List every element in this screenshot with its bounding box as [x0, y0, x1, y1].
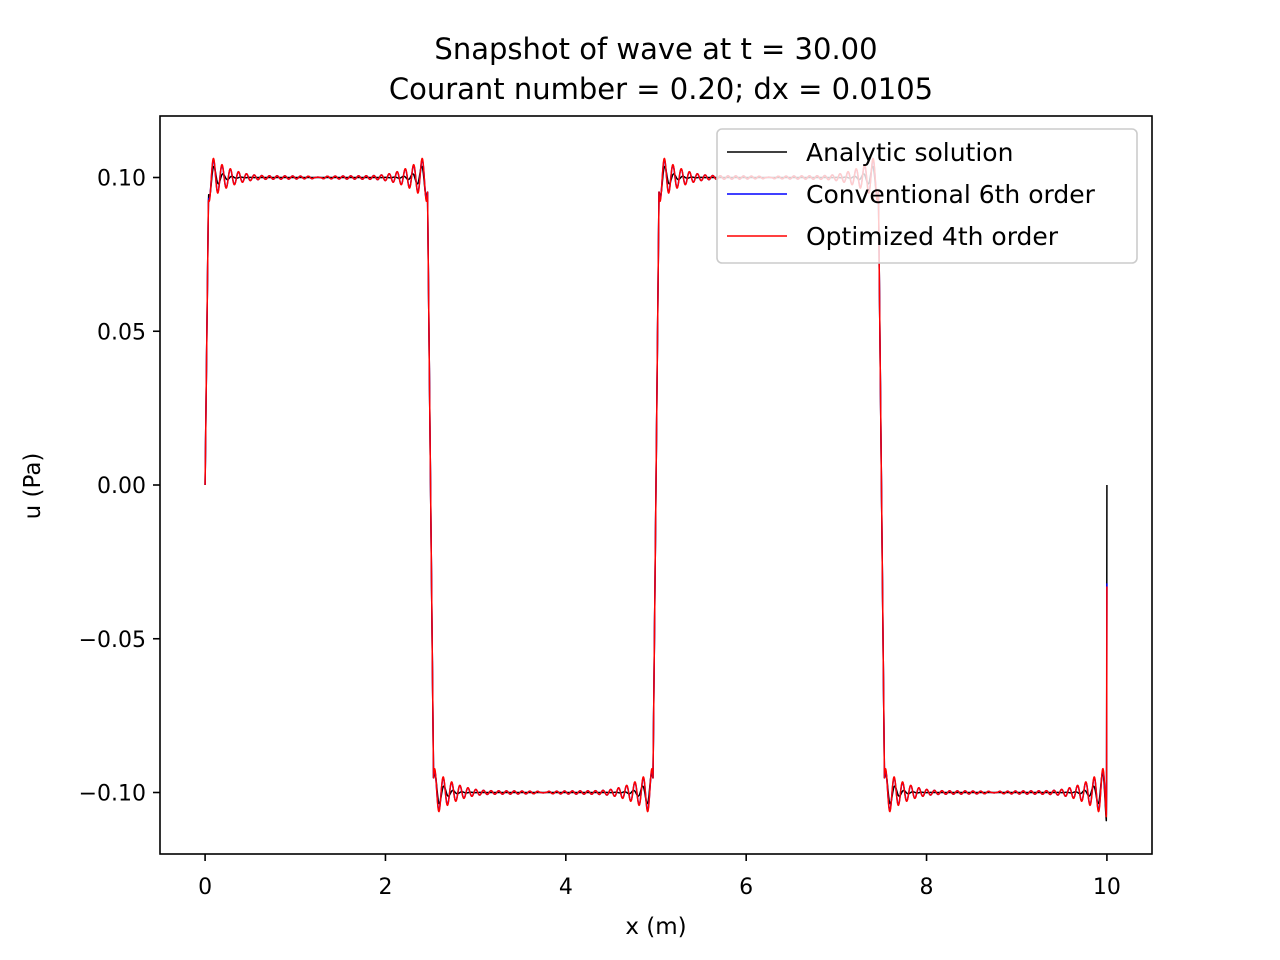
legend-label: Conventional 6th order: [806, 180, 1096, 209]
chart-title: Snapshot of wave at t = 30.00: [434, 32, 877, 66]
x-tick-label: 6: [739, 875, 753, 900]
x-tick-label: 2: [378, 875, 392, 900]
y-tick-label: −0.05: [79, 628, 146, 653]
x-tick-label: 10: [1093, 875, 1121, 900]
y-tick-label: 0.00: [97, 474, 146, 499]
chart-subtitle: Courant number = 0.20; dx = 0.0105: [389, 72, 933, 106]
series-line-3: [204, 157, 1108, 818]
legend-label: Analytic solution: [806, 138, 1013, 167]
legend: Analytic solution Conventional 6th order O…: [716, 128, 1138, 264]
legend-label: Optimized 4th order: [806, 222, 1059, 251]
y-axis-label: u (Pa): [20, 453, 46, 520]
x-axis-label: x (m): [625, 914, 686, 940]
y-axis: 0.10 0.05 0.00 −0.05 −0.10: [79, 167, 160, 807]
y-tick-label: −0.10: [79, 782, 146, 807]
x-axis: 0 2 4 6 8 10: [198, 854, 1121, 900]
legend-box: [716, 128, 1138, 264]
x-tick-label: 0: [198, 875, 212, 900]
y-tick-label: 0.05: [97, 320, 146, 345]
x-tick-label: 8: [920, 875, 934, 900]
y-tick-label: 0.10: [97, 167, 146, 192]
x-tick-label: 4: [559, 875, 573, 900]
series-layer: [204, 157, 1108, 822]
